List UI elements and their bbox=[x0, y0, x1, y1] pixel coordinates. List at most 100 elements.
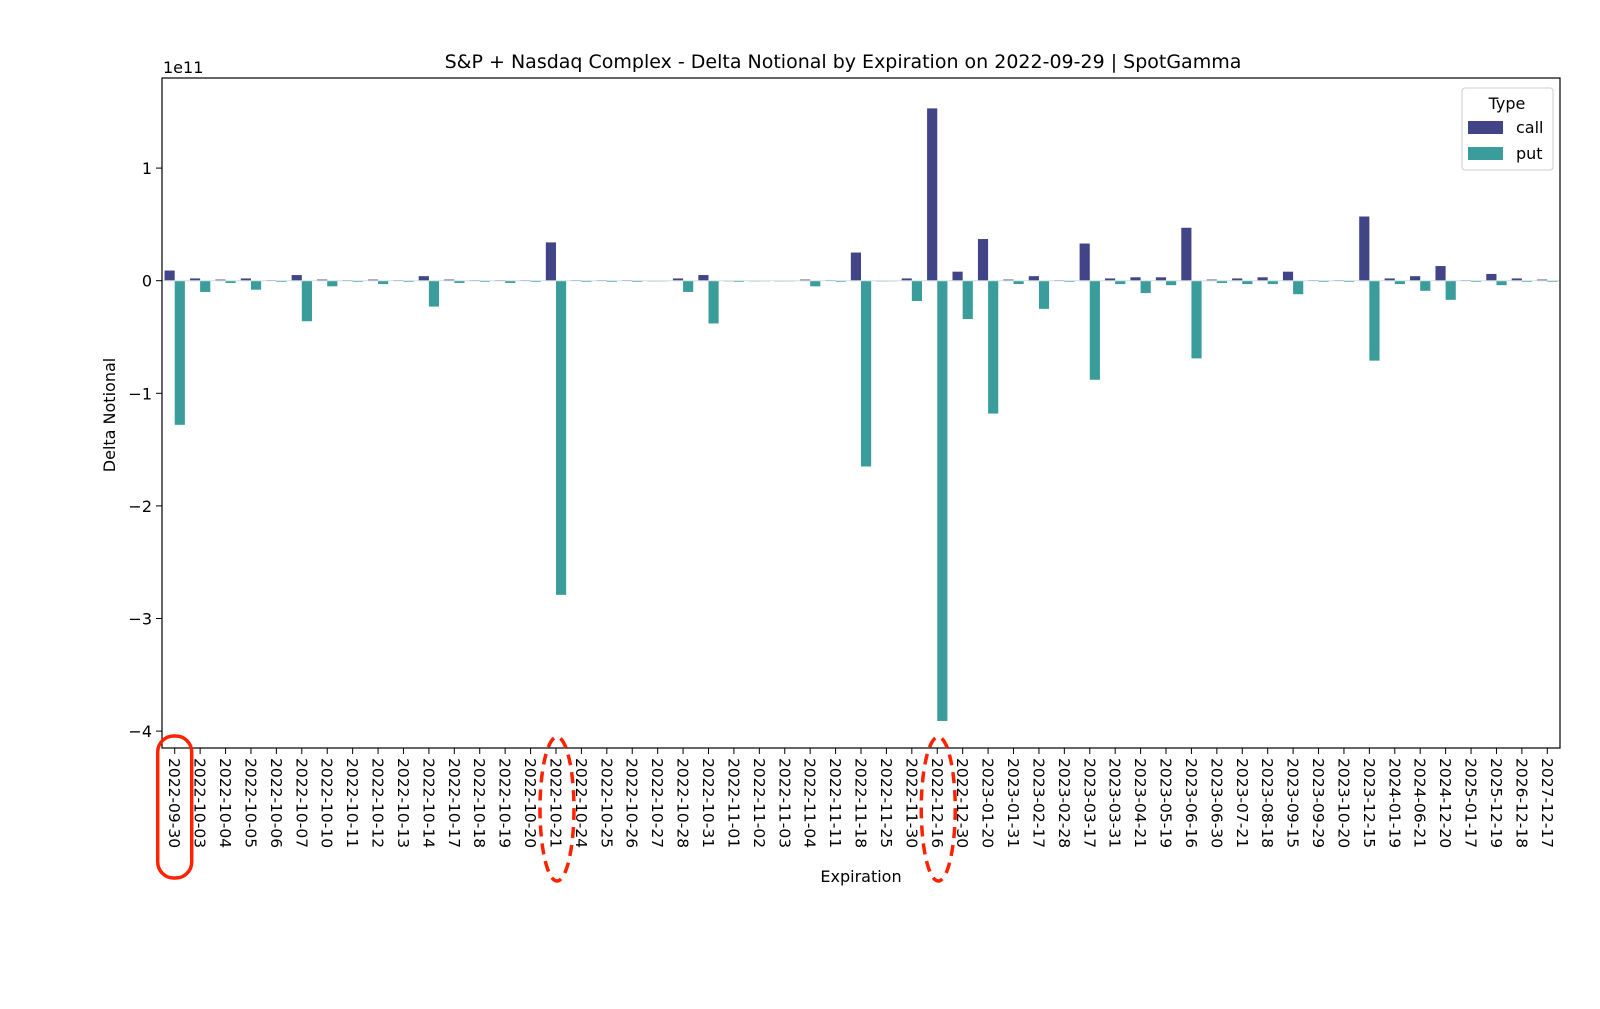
bar-put-2022-10-26 bbox=[632, 280, 643, 282]
legend-swatch-put bbox=[1468, 147, 1503, 160]
bar-put-2023-09-29 bbox=[1318, 280, 1329, 282]
legend-label-call: call bbox=[1516, 118, 1544, 137]
x-tick-label: 2023-04-21 bbox=[1131, 758, 1149, 848]
bar-put-2024-12-20 bbox=[1445, 280, 1456, 300]
bar-put-2022-10-07 bbox=[301, 280, 312, 322]
x-tick-label: 2022-11-18 bbox=[852, 758, 870, 848]
legend-swatch-call bbox=[1468, 121, 1503, 134]
x-tick-label: 2025-01-17 bbox=[1462, 758, 1480, 848]
bar-put-2022-10-21 bbox=[555, 280, 567, 595]
bar-call-2022-09-30 bbox=[164, 270, 175, 281]
y-tick-label: −2 bbox=[128, 497, 152, 516]
x-tick-label: 2023-06-16 bbox=[1182, 758, 1200, 848]
bar-put-2022-11-01 bbox=[733, 280, 745, 282]
y-tick-label: 1 bbox=[142, 159, 152, 178]
y-axis-offset-label: 1e11 bbox=[163, 58, 203, 77]
bar-put-2022-10-14 bbox=[428, 280, 440, 307]
x-tick-label: 2022-10-03 bbox=[191, 758, 209, 848]
x-tick-label: 2022-09-30 bbox=[165, 758, 183, 848]
bar-call-2024-01-19 bbox=[1384, 278, 1395, 281]
bar-call-2022-10-03 bbox=[189, 278, 201, 281]
bar-put-2023-06-16 bbox=[1191, 280, 1202, 359]
bar-put-2023-02-28 bbox=[1064, 280, 1075, 282]
x-tick-label: 2022-10-28 bbox=[674, 758, 692, 848]
x-tick-label: 2022-10-27 bbox=[648, 758, 666, 848]
bar-put-2022-09-30 bbox=[174, 280, 185, 425]
bar-call-2022-10-28 bbox=[672, 278, 684, 281]
annotation-highlight-2022-09-30 bbox=[155, 734, 194, 880]
bar-put-2023-01-20 bbox=[988, 280, 999, 414]
y-axis-ticks: 1 0 −1 −2 −3 −4 bbox=[128, 159, 162, 741]
bar-call-2024-06-21 bbox=[1410, 276, 1421, 281]
bar-call-2022-10-10 bbox=[317, 279, 328, 281]
bar-call-2023-03-17 bbox=[1079, 243, 1090, 281]
x-tick-label: 2026-12-18 bbox=[1512, 758, 1530, 848]
y-axis-label: Delta Notional bbox=[100, 358, 119, 472]
x-tick-label: 2027-12-17 bbox=[1538, 758, 1556, 848]
bar-put-2023-04-21 bbox=[1140, 280, 1151, 294]
bar-call-2023-06-16 bbox=[1181, 227, 1192, 281]
y-tick-label: −1 bbox=[128, 384, 152, 403]
x-tick-label: 2022-10-18 bbox=[470, 758, 488, 848]
bar-put-2022-10-20 bbox=[530, 280, 541, 282]
bar-put-2023-02-17 bbox=[1038, 280, 1050, 309]
x-tick-label: 2022-11-25 bbox=[877, 758, 895, 848]
bar-call-2022-11-04 bbox=[800, 279, 811, 281]
legend-title: Type bbox=[1488, 94, 1526, 113]
bar-call-2024-12-20 bbox=[1435, 266, 1446, 281]
annotation-group bbox=[155, 734, 957, 883]
bar-put-2023-03-17 bbox=[1089, 280, 1100, 380]
y-tick-label: 0 bbox=[142, 272, 152, 291]
bar-put-2022-10-24 bbox=[581, 280, 592, 282]
bar-put-2022-12-16 bbox=[937, 280, 948, 721]
x-axis-label: Expiration bbox=[820, 867, 901, 886]
x-tick-label: 2023-09-29 bbox=[1309, 758, 1327, 848]
bar-call-2022-11-18 bbox=[850, 252, 861, 281]
x-tick-label: 2023-03-17 bbox=[1080, 758, 1098, 848]
x-tick-label: 2022-11-30 bbox=[902, 758, 920, 848]
x-tick-label: 2023-03-31 bbox=[1106, 758, 1124, 848]
bar-call-2022-10-17 bbox=[444, 279, 455, 281]
bar-put-2022-10-28 bbox=[683, 280, 694, 292]
x-tick-label: 2022-11-01 bbox=[724, 758, 742, 848]
x-tick-label: 2022-11-03 bbox=[775, 758, 793, 848]
legend-label-put: put bbox=[1516, 144, 1543, 163]
bars-group bbox=[164, 108, 1558, 721]
bar-call-2022-10-14 bbox=[418, 276, 429, 281]
bar-call-2023-01-20 bbox=[977, 239, 989, 281]
x-tick-label: 2023-10-20 bbox=[1334, 758, 1352, 848]
x-tick-label: 2023-12-15 bbox=[1360, 758, 1378, 848]
x-tick-label: 2022-10-11 bbox=[343, 758, 361, 848]
x-tick-label: 2022-10-17 bbox=[445, 758, 463, 848]
x-tick-label: 2022-10-25 bbox=[597, 758, 615, 848]
x-tick-label: 2022-10-07 bbox=[292, 758, 310, 848]
bar-put-2022-10-31 bbox=[708, 280, 719, 324]
bar-call-2022-10-07 bbox=[291, 275, 302, 281]
bar-call-2022-12-16 bbox=[927, 108, 938, 281]
annotation-highlight-2022-12-16 bbox=[919, 735, 957, 883]
x-tick-label: 2022-10-20 bbox=[521, 758, 539, 848]
bar-put-2025-12-19 bbox=[1496, 280, 1507, 286]
x-tick-label: 2023-06-30 bbox=[1207, 758, 1225, 848]
bar-put-2022-10-19 bbox=[505, 280, 516, 283]
bar-call-2023-03-31 bbox=[1105, 278, 1116, 281]
x-tick-label: 2022-10-21 bbox=[546, 758, 564, 848]
x-tick-label: 2023-02-28 bbox=[1055, 758, 1073, 848]
x-axis-ticks: 2022-09-30 2022-10-03 2022-10-04 2022-10-05… bbox=[165, 748, 1556, 848]
y-tick-label: −3 bbox=[128, 610, 152, 629]
bar-put-2022-10-18 bbox=[479, 280, 490, 282]
bar-call-2022-10-21 bbox=[545, 242, 556, 281]
bar-put-2022-10-12 bbox=[378, 280, 389, 285]
bar-call-2023-05-19 bbox=[1155, 277, 1167, 281]
x-tick-label: 2022-12-30 bbox=[953, 758, 971, 848]
bar-call-2023-01-31 bbox=[1003, 279, 1014, 281]
bar-put-2024-01-19 bbox=[1394, 280, 1405, 285]
bar-put-2024-06-21 bbox=[1420, 280, 1431, 291]
bar-call-2023-06-30 bbox=[1206, 279, 1217, 281]
x-tick-label: 2022-10-04 bbox=[216, 758, 234, 848]
bar-call-2023-12-15 bbox=[1359, 216, 1370, 281]
bar-put-2022-10-06 bbox=[276, 280, 287, 282]
bar-put-2022-10-17 bbox=[454, 280, 465, 283]
bar-put-2022-12-30 bbox=[962, 280, 973, 319]
